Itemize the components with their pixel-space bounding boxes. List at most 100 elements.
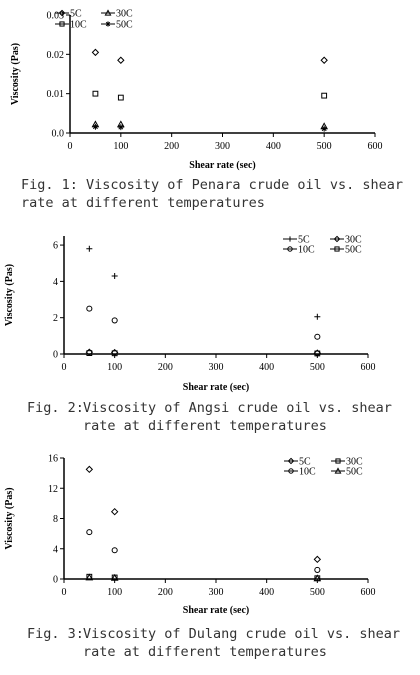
x-tick-label: 400	[259, 362, 274, 373]
series-50C	[92, 123, 328, 132]
figure-3-caption: Fig. 3: Viscosity of Dulang crude oil vs…	[27, 625, 417, 663]
y-tick-label: 0	[53, 575, 58, 586]
x-tick-label: 500	[317, 141, 332, 152]
series-30C	[85, 348, 322, 357]
legend-marker	[59, 21, 65, 27]
x-tick-label: 500	[310, 362, 325, 373]
figure-2: 0 100 200 300 400 500 600 0 2 4 6 Shear rate (sec) V…	[0, 226, 420, 436]
y-tick-label: 12	[48, 484, 58, 495]
series-5C	[85, 465, 322, 564]
y-tick-label: 0.0	[52, 129, 65, 140]
figure-3: 0 100 200 300 400 500 600 0 4 8 12 16 Shear rate (se…	[0, 450, 420, 665]
data-point	[117, 56, 125, 64]
y-tick-label: 0.02	[47, 50, 65, 61]
data-point	[117, 94, 124, 101]
x-tick-label: 400	[259, 587, 274, 598]
series-50C	[85, 573, 322, 582]
figure-2-caption-text: Viscosity of Angsi crude oil vs. shear r…	[83, 400, 392, 434]
figure-1-caption-text: Fig. 1: Viscosity of Penara crude oil vs…	[21, 177, 404, 211]
legend-marker	[287, 457, 295, 465]
chart-3-plot: 0 100 200 300 400 500 600 0 4 8 12 16 Shear rate (se…	[4, 454, 376, 617]
legend-marker	[105, 21, 111, 27]
x-tick-label: 200	[164, 141, 179, 152]
legend-label: 30C	[345, 235, 362, 246]
y-axis-label: Viscosity (Pas)	[4, 264, 15, 326]
y-tick-label: 6	[53, 241, 58, 252]
data-point	[86, 305, 93, 312]
data-point	[314, 333, 321, 340]
x-tick-label: 100	[107, 587, 122, 598]
figure-3-caption-number: Fig. 3:	[27, 626, 84, 642]
data-point	[92, 90, 99, 97]
legend-label: 5C	[70, 9, 82, 20]
data-point	[111, 272, 118, 279]
data-point	[314, 566, 321, 573]
data-point	[321, 125, 328, 132]
x-tick-label: 200	[158, 587, 173, 598]
x-tick-label: 300	[209, 587, 224, 598]
data-point	[314, 313, 321, 320]
y-tick-label: 8	[53, 514, 58, 525]
data-point	[86, 529, 93, 536]
data-point	[111, 350, 118, 357]
legend-label: 5C	[299, 457, 311, 468]
legend-marker	[334, 467, 342, 474]
data-point	[111, 547, 118, 554]
data-point	[110, 573, 119, 581]
x-tick-label: 200	[158, 362, 173, 373]
x-tick-label: 600	[361, 362, 376, 373]
data-point	[111, 317, 118, 324]
legend-label: 50C	[116, 20, 133, 31]
figure-1: 0 100 200 300 400 500 600 0.0 0.01 0.02 0.03 Shear …	[0, 0, 420, 216]
legend-marker	[288, 468, 294, 474]
y-tick-label: 0.01	[47, 89, 65, 100]
x-tick-label: 100	[113, 141, 128, 152]
legend-marker	[104, 9, 112, 16]
data-point	[85, 573, 94, 581]
data-point	[117, 124, 124, 131]
series-30C	[91, 120, 329, 130]
x-tick-label: 0	[68, 141, 73, 152]
series-10C	[92, 90, 328, 101]
figure-2-caption-number: Fig. 2:	[27, 400, 84, 416]
x-tick-label: 0	[62, 362, 67, 373]
legend-label: 10C	[70, 20, 87, 31]
data-point	[313, 555, 322, 564]
figure-2-caption: Fig. 2: Viscosity of Angsi crude oil vs.…	[27, 399, 417, 437]
data-point	[92, 123, 99, 130]
legend-label: 10C	[299, 467, 316, 478]
legend-label: 30C	[116, 9, 133, 20]
y-tick-label: 0.03	[47, 11, 65, 22]
x-tick-label: 600	[368, 141, 383, 152]
series-5C	[91, 48, 328, 64]
legend-marker	[334, 246, 340, 252]
data-point	[86, 245, 93, 252]
y-tick-label: 4	[53, 277, 58, 288]
series-10C	[86, 529, 321, 573]
figure-1-caption: Fig. 1: Viscosity of Penara crude oil vs…	[21, 176, 413, 216]
y-tick-label: 2	[53, 313, 58, 324]
legend-label: 30C	[346, 457, 363, 468]
y-axis-label: Viscosity (Pas)	[10, 43, 21, 105]
chart-2-plot: 0 100 200 300 400 500 600 0 2 4 6 Shear rate (sec) V…	[4, 235, 376, 394]
data-point	[320, 56, 328, 64]
y-tick-label: 16	[48, 454, 58, 465]
x-tick-label: 600	[361, 587, 376, 598]
x-tick-label: 300	[215, 141, 230, 152]
x-axis-label: Shear rate (sec)	[183, 605, 249, 616]
series-50C	[86, 350, 321, 357]
y-axis-label: Viscosity (Pas)	[4, 487, 15, 549]
data-point	[110, 507, 119, 516]
legend-marker	[287, 246, 293, 252]
x-tick-label: 300	[209, 362, 224, 373]
data-point	[86, 350, 93, 356]
series-5C	[86, 245, 321, 320]
x-tick-label: 0	[62, 587, 67, 598]
data-point	[321, 92, 328, 99]
legend-label: 50C	[345, 245, 362, 256]
data-point	[91, 48, 100, 57]
legend-marker	[287, 236, 293, 242]
data-point	[313, 574, 322, 582]
